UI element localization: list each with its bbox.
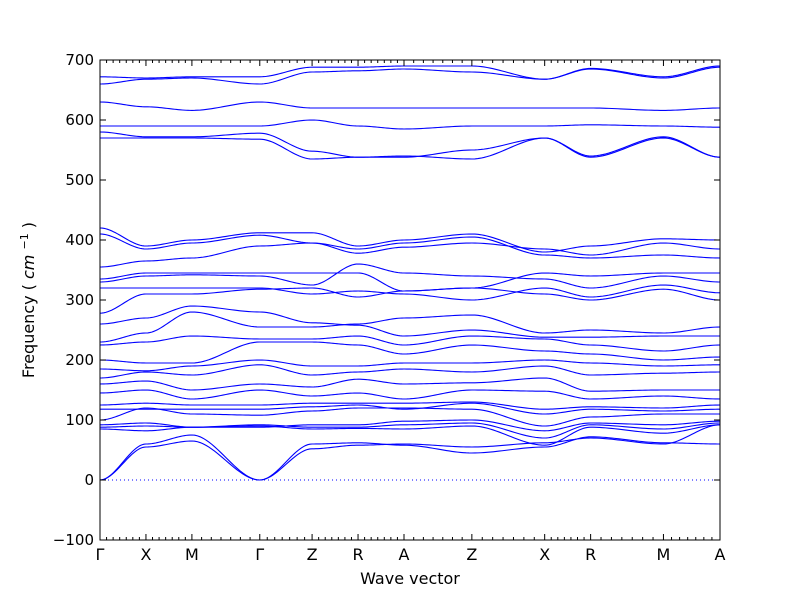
- x-tick-label: A: [399, 545, 410, 564]
- y-axis-label-unit-close: ): [19, 222, 38, 228]
- band-line-29: [99, 65, 721, 80]
- ticks-layer: −100 0 100 200 300 400 500 600 700 Γ X M Γ Z R A Z X R M A: [53, 51, 726, 564]
- band-line-11: [99, 364, 721, 379]
- band-line-2: [99, 434, 721, 481]
- band-line-19: [99, 263, 721, 289]
- band-line-18: [100, 284, 721, 301]
- y-tick-label: 600: [65, 111, 94, 129]
- y-tick-label: 0: [84, 471, 94, 489]
- band-line-8: [99, 401, 721, 410]
- x-tick-label: A: [715, 545, 726, 564]
- x-axis-label: Wave vector: [360, 569, 460, 588]
- band-line-1: [99, 424, 721, 481]
- y-axis-label-text: Frequency: [19, 295, 38, 378]
- x-tick-label: X: [140, 545, 151, 564]
- band-line-15: [99, 311, 721, 343]
- band-line-28: [99, 66, 721, 85]
- band-line-7: [100, 402, 721, 415]
- band-line-23: [99, 227, 721, 253]
- bands-layer: [99, 65, 721, 481]
- y-tick-label: 200: [65, 351, 94, 369]
- x-tick-label: R: [585, 545, 596, 564]
- y-tick-label: 100: [65, 411, 94, 429]
- x-tick-label: Z: [466, 545, 477, 564]
- band-line-14: [99, 335, 721, 352]
- x-tick-label: Z: [307, 545, 318, 564]
- band-line-21: [99, 236, 721, 268]
- y-tick-label: 400: [65, 231, 94, 249]
- x-tick-label: Γ: [96, 545, 105, 564]
- band-line-12: [99, 359, 721, 372]
- y-axis-label-unit-base: cm: [19, 255, 38, 279]
- plot-frame: [99, 59, 721, 541]
- y-axis-label-unit-open: (: [19, 284, 38, 290]
- y-tick-label: 300: [65, 291, 94, 309]
- band-line-16: [99, 305, 720, 338]
- x-tick-label: M: [657, 545, 671, 564]
- band-line-20: [99, 272, 720, 292]
- band-line-13: [99, 341, 721, 364]
- x-tick-label: M: [185, 545, 199, 564]
- band-line-27: [99, 101, 721, 111]
- band-line-26: [100, 119, 721, 130]
- band-line-5: [99, 419, 721, 432]
- y-tick-label: 700: [65, 51, 94, 69]
- y-axis-label-unit-exp: −1: [18, 233, 31, 249]
- band-line-24: [100, 137, 721, 160]
- band-line-25: [99, 131, 721, 158]
- band-line-22: [99, 233, 721, 256]
- band-line-9: [99, 389, 721, 400]
- y-tick-label: 500: [65, 171, 94, 189]
- band-line-10: [99, 377, 720, 392]
- y-tick-label: −100: [53, 531, 94, 549]
- band-line-6: [99, 407, 720, 427]
- y-axis-label: Frequency ( cm −1 ): [18, 222, 39, 378]
- x-tick-label: Γ: [255, 545, 264, 564]
- band-line-17: [99, 287, 721, 314]
- x-tick-label: X: [539, 545, 550, 564]
- x-tick-label: R: [352, 545, 363, 564]
